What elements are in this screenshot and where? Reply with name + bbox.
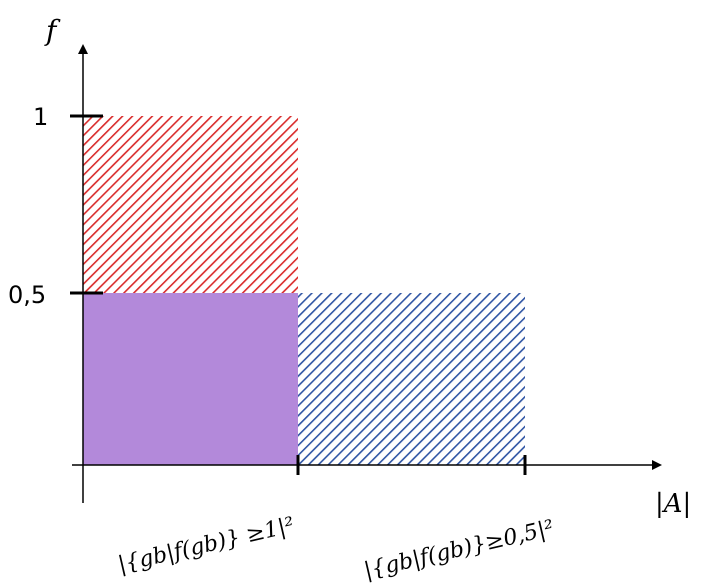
- y-tick-label-0-5: 0,5: [8, 281, 46, 309]
- x-tick-label-1: |{gb|f(gb)} ≥1|²: [116, 513, 297, 578]
- y-axis-label: f: [44, 14, 61, 47]
- x-tick-label-2: |{gb|f(gb)}≥0,5|²: [362, 516, 557, 584]
- x-axis-label: |A|: [655, 489, 691, 519]
- purple-filled-region: [83, 293, 298, 465]
- blue-hatched-region: [298, 293, 525, 465]
- red-hatched-region: [83, 116, 298, 293]
- y-tick-label-1: 1: [33, 103, 48, 131]
